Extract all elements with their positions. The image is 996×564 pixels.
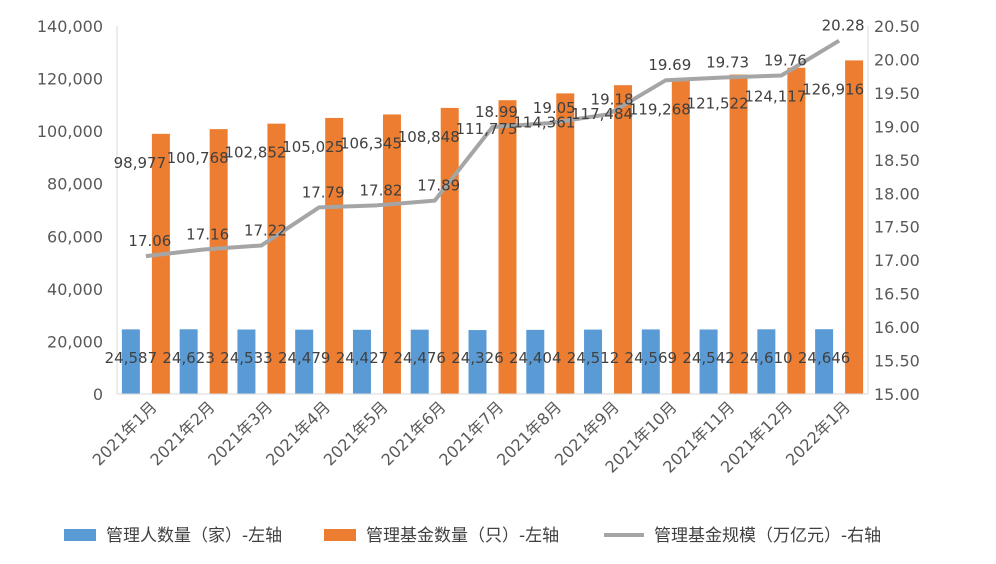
- bar-managers: [410, 329, 429, 394]
- data-label-managers: 24,533: [220, 349, 273, 367]
- legend-swatch: [64, 529, 96, 541]
- right-tick-label: 18.50: [874, 151, 920, 170]
- data-label-scale: 20.28: [822, 17, 865, 35]
- data-label-funds: 117,484: [571, 105, 633, 123]
- data-label-scale: 17.22: [244, 221, 287, 239]
- bar-funds: [267, 123, 286, 394]
- data-label-funds: 121,522: [687, 95, 749, 113]
- data-label-managers: 24,587: [105, 349, 158, 367]
- bars-layer: [121, 60, 864, 395]
- bar-managers: [641, 329, 660, 394]
- bar-managers: [295, 329, 314, 394]
- legend-label: 管理人数量（家）-左轴: [106, 526, 282, 546]
- right-tick-label: 17.50: [874, 218, 920, 237]
- bar-funds: [614, 85, 633, 395]
- data-label-scale: 19.76: [764, 52, 807, 70]
- data-label-scale: 18.99: [475, 103, 518, 121]
- left-tick-label: 120,000: [37, 70, 103, 89]
- bar-funds: [151, 133, 170, 394]
- data-label-scale: 17.06: [128, 232, 171, 250]
- left-tick-label: 140,000: [37, 17, 103, 36]
- bar-managers: [757, 329, 776, 394]
- legend-label: 管理基金数量（只）-左轴: [366, 526, 559, 546]
- data-label-managers: 24,479: [278, 349, 331, 367]
- legend: 管理人数量（家）-左轴 管理基金数量（只）-左轴 管理基金规模（万亿元）-右轴: [64, 526, 881, 546]
- right-tick-label: 16.00: [874, 318, 920, 337]
- bar-managers: [699, 329, 718, 394]
- data-label-scale: 17.79: [302, 183, 345, 201]
- bar-funds: [382, 114, 401, 394]
- bar-funds: [729, 74, 748, 394]
- data-label-funds: 106,345: [340, 134, 402, 152]
- bar-managers: [179, 329, 198, 394]
- data-label-scale: 17.89: [417, 177, 460, 195]
- right-tick-label: 19.50: [874, 84, 920, 103]
- data-label-scale: 19.05: [533, 99, 576, 117]
- bar-funds: [556, 93, 575, 394]
- data-label-managers: 24,512: [567, 349, 620, 367]
- bar-managers: [468, 330, 487, 394]
- data-label-funds: 114,361: [513, 113, 575, 131]
- data-label-scale: 17.16: [186, 225, 229, 243]
- bar-managers: [352, 329, 371, 394]
- data-label-funds: 119,268: [629, 100, 691, 118]
- legend-label: 管理基金规模（万亿元）-右轴: [654, 526, 881, 546]
- data-label-managers: 24,326: [451, 349, 504, 367]
- bar-funds: [845, 60, 864, 395]
- data-label-managers: 24,427: [336, 349, 389, 367]
- right-tick-label: 20.00: [874, 50, 920, 69]
- data-label-funds: 111,775: [455, 120, 517, 138]
- data-label-managers: 24,404: [509, 349, 562, 367]
- bar-funds: [671, 80, 690, 394]
- data-label-funds: 98,977: [114, 154, 167, 172]
- left-tick-label: 20,000: [47, 332, 103, 351]
- right-tick-label: 19.00: [874, 117, 920, 136]
- right-tick-label: 17.00: [874, 251, 920, 270]
- data-label-managers: 24,646: [798, 349, 851, 367]
- data-label-scale: 17.82: [359, 181, 402, 199]
- right-tick-label: 16.50: [874, 285, 920, 304]
- data-label-scale: 19.69: [648, 56, 691, 74]
- data-label-managers: 24,542: [682, 349, 735, 367]
- legend-swatch: [324, 529, 356, 541]
- right-tick-label: 20.50: [874, 17, 920, 36]
- right-tick-label: 18.00: [874, 184, 920, 203]
- bar-managers: [526, 329, 545, 394]
- bar-funds: [787, 67, 806, 394]
- bar-managers: [121, 329, 140, 394]
- data-label-managers: 24,476: [393, 349, 446, 367]
- bar-funds: [498, 100, 517, 394]
- line-fund-scale: [145, 39, 841, 259]
- right-tick-label: 15.00: [874, 385, 920, 404]
- data-label-managers: 24,623: [162, 349, 215, 367]
- data-labels-layer: 24,587 24,623 24,533 24,479 24,427 24,476 24,3…: [105, 17, 865, 367]
- left-tick-label: 60,000: [47, 227, 103, 246]
- data-label-scale: 19.73: [706, 54, 749, 72]
- left-tick-label: 80,000: [47, 175, 103, 194]
- data-label-funds: 105,025: [282, 138, 344, 156]
- data-label-managers: 24,610: [740, 349, 793, 367]
- data-label-funds: 102,852: [224, 144, 286, 162]
- data-label-managers: 24,569: [625, 349, 678, 367]
- data-label-funds: 126,916: [802, 80, 864, 98]
- bar-managers: [584, 329, 603, 394]
- bar-funds: [209, 129, 228, 394]
- right-tick-label: 15.50: [874, 352, 920, 371]
- bar-funds: [325, 117, 344, 394]
- left-tick-label: 100,000: [37, 122, 103, 141]
- left-tick-label: 40,000: [47, 280, 103, 299]
- data-label-funds: 124,117: [744, 88, 806, 106]
- data-label-scale: 19.18: [591, 90, 634, 108]
- bar-managers: [237, 329, 256, 394]
- line-layer: [145, 39, 841, 259]
- data-label-funds: 108,848: [398, 128, 460, 146]
- data-label-funds: 100,768: [167, 149, 229, 167]
- left-tick-label: 0: [93, 385, 103, 404]
- bar-funds: [440, 107, 459, 394]
- bar-managers: [815, 329, 834, 394]
